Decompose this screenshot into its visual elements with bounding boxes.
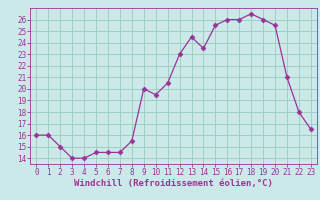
X-axis label: Windchill (Refroidissement éolien,°C): Windchill (Refroidissement éolien,°C) bbox=[74, 179, 273, 188]
